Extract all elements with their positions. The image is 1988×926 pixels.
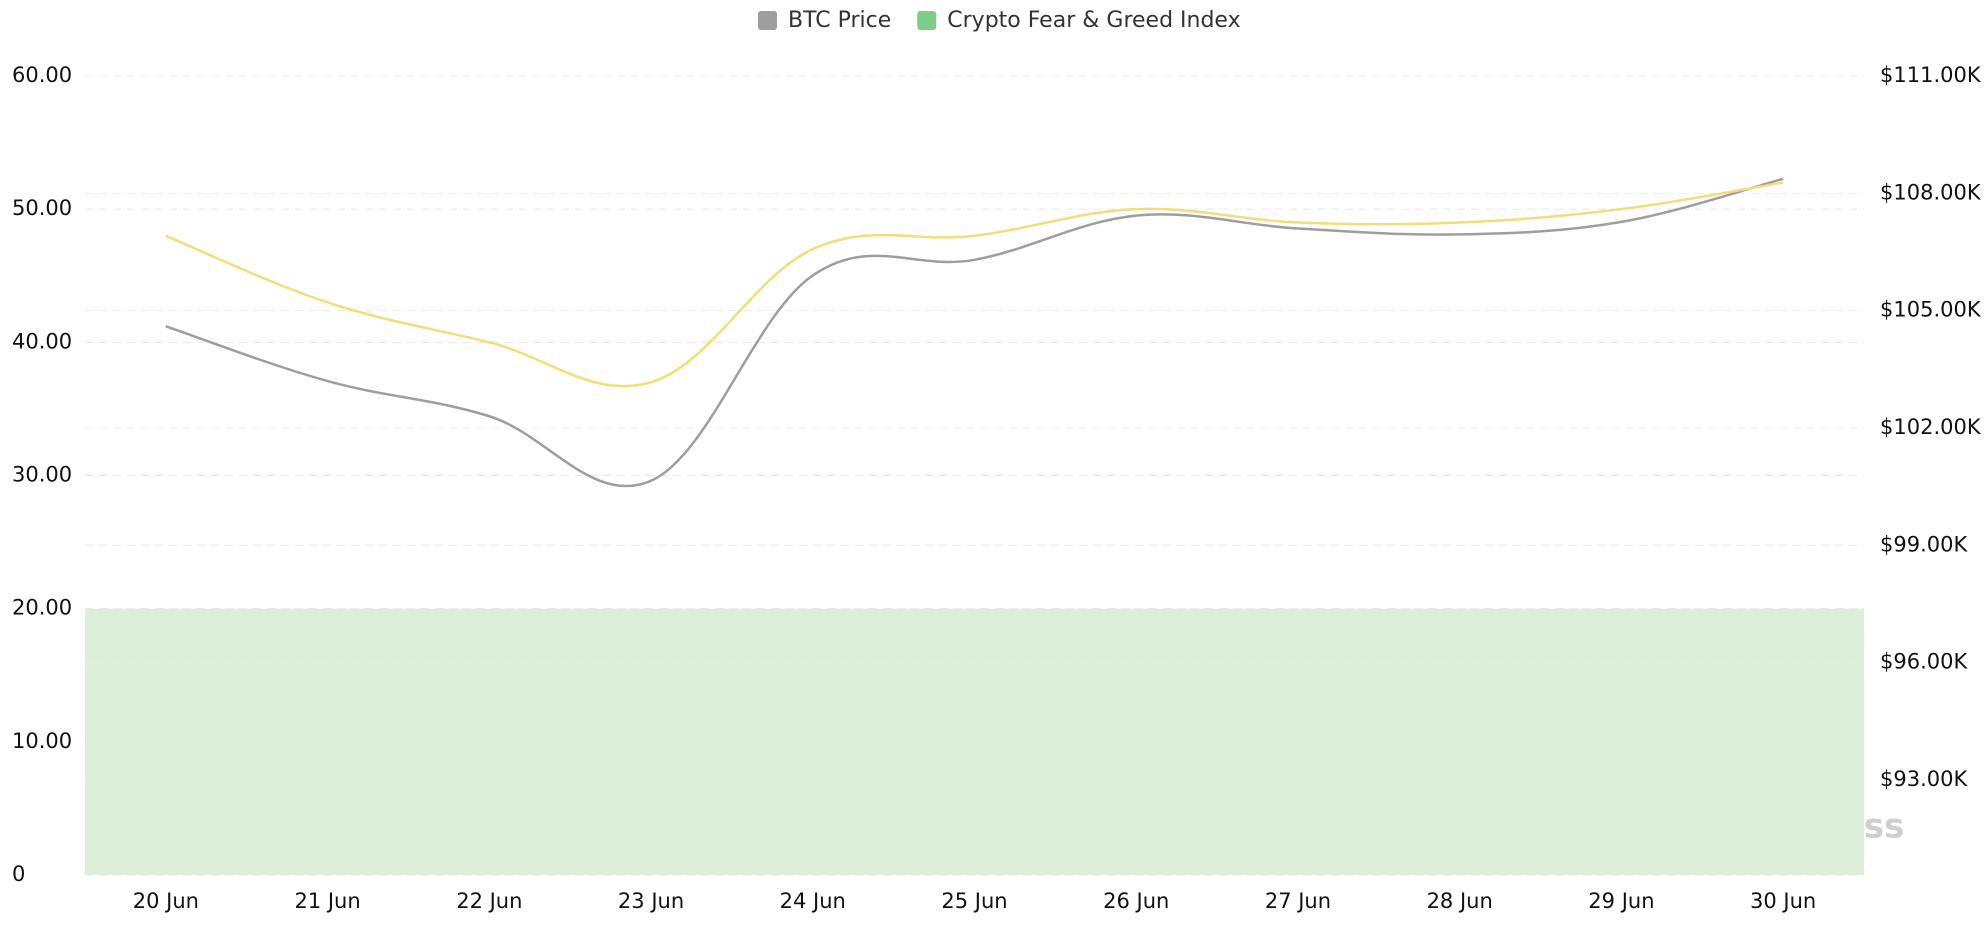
y2-tick-label: $105.00K — [1880, 298, 1982, 322]
x-tick-label: 27 Jun — [1265, 889, 1331, 913]
x-tick-label: 22 Jun — [456, 889, 522, 913]
y-tick-label: 30.00 — [12, 463, 72, 487]
y2-tick-label: $102.00K — [1880, 415, 1982, 439]
legend-swatch — [917, 11, 937, 30]
y2-tick-label: $108.00K — [1880, 180, 1982, 204]
legend-label: BTC Price — [788, 8, 891, 33]
series-line — [165, 177, 1784, 488]
legend-swatch — [758, 11, 777, 30]
x-tick-label: 20 Jun — [133, 889, 199, 913]
y2-tick-label: $93.00K — [1880, 767, 1968, 791]
y-tick-label: 20.00 — [12, 596, 72, 620]
x-tick-label: 28 Jun — [1427, 889, 1493, 913]
x-tick-label: 25 Jun — [941, 889, 1007, 913]
y-tick-label: 0 — [12, 862, 25, 886]
y-tick-label: 60.00 — [12, 63, 72, 87]
y-tick-label: 10.00 — [12, 729, 72, 753]
x-tick-label: 30 Jun — [1750, 889, 1816, 913]
y2-tick-label: $96.00K — [1880, 650, 1968, 674]
x-tick-label: 24 Jun — [780, 889, 846, 913]
x-tick-label: 23 Jun — [618, 889, 684, 913]
y-tick-label: 50.00 — [12, 196, 72, 220]
legend-label: Crypto Fear & Greed Index — [947, 8, 1240, 33]
legend: BTC Price Crypto Fear & Greed Index — [758, 8, 1241, 33]
x-tick-label: 21 Jun — [294, 889, 360, 913]
series-line — [165, 181, 1784, 388]
y2-tick-label: $99.00K — [1880, 532, 1968, 556]
y-tick-label: 40.00 — [12, 329, 72, 353]
x-tick-label: 29 Jun — [1588, 889, 1654, 913]
x-tick-label: 26 Jun — [1103, 889, 1169, 913]
y2-tick-label: $111.00K — [1880, 63, 1982, 87]
